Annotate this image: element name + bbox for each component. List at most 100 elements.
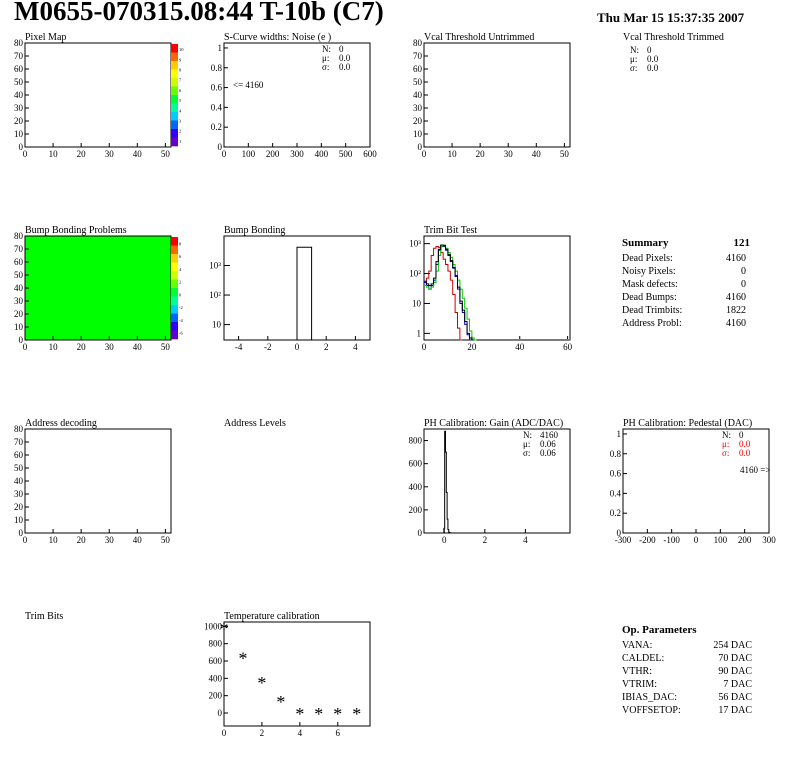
palette-swatch-bump_problems <box>171 322 178 331</box>
series-red <box>424 246 463 341</box>
stats-value: 0.0 <box>647 54 659 64</box>
x-tick-label-address_decoding: 30 <box>105 535 115 545</box>
x-tick-label-scurve: 100 <box>242 149 256 159</box>
y-tick-label-scurve: 0 <box>218 142 223 152</box>
x-tick-label-bump_problems: 20 <box>77 342 87 352</box>
stats-value: 0.06 <box>540 448 556 458</box>
scatter-point: * <box>238 649 247 669</box>
histogram-bar <box>296 246 313 341</box>
y-tick-label-ph_pedestal: 0 <box>617 528 622 538</box>
x-tick-label-temperature: 4 <box>298 728 303 738</box>
stats-label: N: <box>722 430 731 440</box>
summary-label: Dead Bumps: <box>622 292 677 303</box>
palette-swatch-bump_problems <box>171 271 178 280</box>
x-tick-label-ph_pedestal: -300 <box>615 535 632 545</box>
palette-label-pixel_map: 1 <box>179 139 181 144</box>
y-tick-label-bump_problems: 70 <box>14 244 24 254</box>
palette-label-bump_problems: 8 <box>179 241 182 246</box>
y-tick-label-bump_problems: 80 <box>14 231 24 241</box>
x-tick-label-address_decoding: 20 <box>77 535 87 545</box>
bump-map-fill <box>25 236 171 340</box>
y-tick-label-vcal_untrimmed: 70 <box>413 51 423 61</box>
x-tick-label-trim_bit_test: 40 <box>515 342 525 352</box>
scatter-point: * <box>352 704 361 724</box>
x-tick-label-ph_gain: 0 <box>442 535 447 545</box>
palette-swatch-bump_problems <box>171 279 178 289</box>
y-tick-label-pixel_map: 40 <box>14 90 24 100</box>
x-tick-label-address_decoding: 50 <box>161 535 171 545</box>
summary-value: 0 <box>741 266 746 277</box>
y-tick-label-ph_pedestal: 0.4 <box>610 488 622 498</box>
y-tick-label-trim_bit_test: 10³ <box>409 239 421 249</box>
palette-label-pixel_map: 10 <box>179 47 184 52</box>
y-tick-label-bump_problems: 30 <box>14 296 24 306</box>
stats-label: N: <box>523 430 532 440</box>
y-tick-label-pixel_map: 80 <box>14 38 24 48</box>
op-param-label: IBIAS_DAC: <box>622 692 677 703</box>
palette-label-pixel_map: 6 <box>179 88 182 93</box>
summary-total: 121 <box>734 237 751 249</box>
y-tick-label-ph_pedestal: 0.2 <box>610 508 621 518</box>
x-tick-label-vcal_untrimmed: 20 <box>476 149 486 159</box>
y-tick-label-bump_problems: 20 <box>14 309 24 319</box>
plot-title-trim_bit_test: Trim Bit Test <box>424 225 477 236</box>
y-tick-label-vcal_untrimmed: 40 <box>413 90 423 100</box>
y-tick-label-ph_gain: 200 <box>409 505 423 515</box>
x-tick-label-bump_bonding: 0 <box>295 342 300 352</box>
x-tick-label-ph_gain: 4 <box>523 535 528 545</box>
plot-title-vcal_trimmed: Vcal Threshold Trimmed <box>623 32 724 43</box>
palette-swatch-pixel_map <box>171 95 178 104</box>
y-tick-label-pixel_map: 60 <box>14 64 24 74</box>
op-param-label: VTHR: <box>622 666 652 677</box>
x-tick-label-address_decoding: 10 <box>49 535 59 545</box>
x-tick-label-bump_problems: 50 <box>161 342 171 352</box>
y-tick-label-bump_problems: 60 <box>14 257 24 267</box>
palette-swatch-pixel_map <box>171 137 178 147</box>
palette-label-bump_problems: -6 <box>179 331 183 336</box>
y-tick-label-temperature: 0 <box>218 708 223 718</box>
summary-label: Mask defects: <box>622 279 678 290</box>
palette-label-pixel_map: 9 <box>179 57 182 62</box>
plot-title-trim_bits: Trim Bits <box>25 611 63 622</box>
overflow-label: 4160 => <box>740 465 770 475</box>
op-param-label: VOFFSETOP: <box>622 705 681 716</box>
y-tick-label-ph_gain: 400 <box>409 482 423 492</box>
summary-title: Summary <box>622 237 669 249</box>
stats-value: 4160 <box>540 430 559 440</box>
x-tick-label-bump_problems: 10 <box>49 342 59 352</box>
y-tick-label-bump_bonding: 10³ <box>209 261 221 271</box>
stats-value: 0.0 <box>739 439 751 449</box>
stats-label: μ: <box>523 439 530 449</box>
x-tick-label-ph_pedestal: 200 <box>738 535 752 545</box>
x-tick-label-bump_bonding: 2 <box>324 342 329 352</box>
y-tick-label-scurve: 0.8 <box>211 63 223 73</box>
y-tick-label-pixel_map: 10 <box>14 129 24 139</box>
x-tick-label-scurve: 200 <box>266 149 280 159</box>
y-tick-label-bump_bonding: 10² <box>209 290 221 300</box>
underflow-label: <= 4160 <box>233 80 264 90</box>
x-tick-label-trim_bit_test: 20 <box>467 342 477 352</box>
x-tick-label-pixel_map: 20 <box>77 149 87 159</box>
palette-swatch-bump_problems <box>171 296 178 306</box>
x-tick-label-ph_pedestal: -200 <box>639 535 656 545</box>
plot-frame-pixel_map <box>24 42 172 148</box>
stats-label: σ: <box>722 448 729 458</box>
plot-frame-trim_bit_test <box>423 235 571 341</box>
x-tick-label-pixel_map: 0 <box>23 149 28 159</box>
x-tick-label-bump_problems: 40 <box>133 342 143 352</box>
palette-swatch-bump_problems <box>171 288 178 297</box>
palette-swatch-bump_problems <box>171 330 178 340</box>
stats-label: μ: <box>722 439 729 449</box>
x-tick-label-pixel_map: 50 <box>161 149 171 159</box>
y-tick-label-temperature: 800 <box>209 639 223 649</box>
x-tick-label-address_decoding: 40 <box>133 535 143 545</box>
op-param-label: CALDEL: <box>622 653 664 664</box>
x-tick-label-scurve: 0 <box>222 149 227 159</box>
x-tick-label-pixel_map: 10 <box>49 149 59 159</box>
y-tick-label-address_decoding: 70 <box>14 437 24 447</box>
x-tick-label-vcal_untrimmed: 40 <box>532 149 542 159</box>
palette-label-bump_problems: -2 <box>179 305 183 310</box>
y-tick-label-temperature: 400 <box>209 673 223 683</box>
x-tick-label-scurve: 300 <box>290 149 304 159</box>
x-tick-label-bump_bonding: 4 <box>353 342 358 352</box>
